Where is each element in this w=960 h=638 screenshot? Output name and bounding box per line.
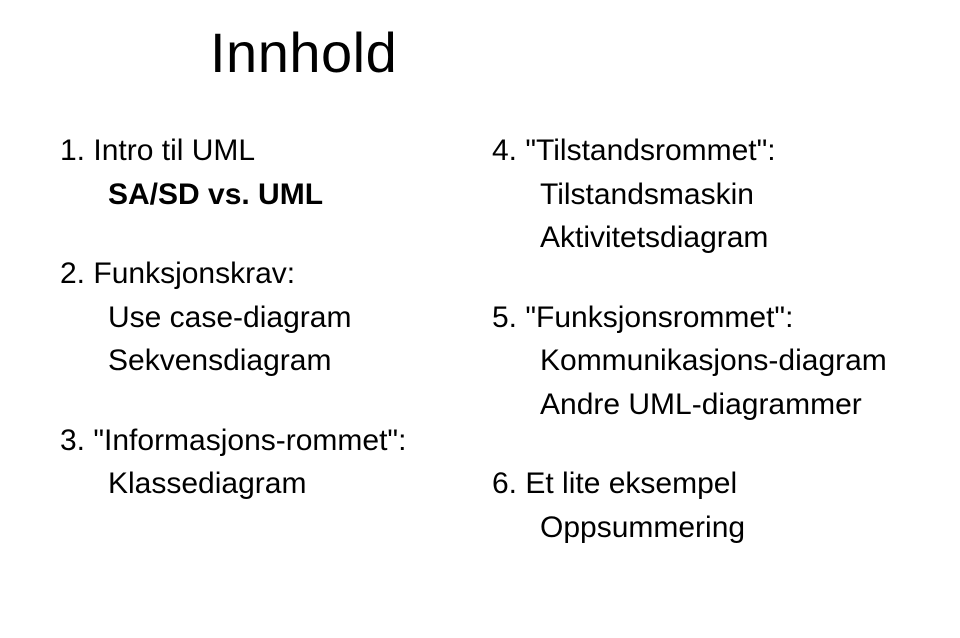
item-head: Intro til UML (93, 134, 255, 167)
item-sub: Tilstandsmaskin (540, 173, 920, 217)
list-item: 3. "Informasjons-rommet": Klassediagram (60, 419, 438, 506)
item-head: Funksjonskrav: (93, 257, 295, 290)
right-column: 4. "Tilstandsrommet": Tilstandsmaskin Ak… (492, 129, 920, 585)
item-head: "Informasjons-rommet": (93, 424, 406, 457)
item-number: 2. (60, 257, 85, 290)
list-item: 2. Funksjonskrav: Use case-diagram Sekve… (60, 252, 438, 383)
item-head: "Funksjonsrommet": (525, 301, 793, 334)
left-column: 1. Intro til UML SA/SD vs. UML 2. Funksj… (60, 129, 438, 585)
item-number: 3. (60, 424, 85, 457)
item-sub: Kommunikasjons-diagram (540, 339, 920, 383)
item-number: 6. (492, 467, 517, 500)
list-item: 5. "Funksjonsrommet": Kommunikasjons-dia… (492, 296, 920, 427)
item-head: Et lite eksempel (525, 467, 737, 500)
item-number: 1. (60, 134, 85, 167)
item-sub: SA/SD vs. UML (108, 173, 438, 217)
list-item: 4. "Tilstandsrommet": Tilstandsmaskin Ak… (492, 129, 920, 260)
item-sub: Andre UML-diagrammer (540, 383, 920, 427)
list-item: 1. Intro til UML SA/SD vs. UML (60, 129, 438, 216)
list-item: 6. Et lite eksempel Oppsummering (492, 462, 920, 549)
item-sub: Klassediagram (108, 462, 438, 506)
item-sub: Aktivitetsdiagram (540, 216, 920, 260)
columns: 1. Intro til UML SA/SD vs. UML 2. Funksj… (60, 129, 900, 585)
page-title: Innhold (210, 20, 900, 85)
item-number: 5. (492, 301, 517, 334)
item-head: "Tilstandsrommet": (525, 134, 775, 167)
item-sub: Sekvensdiagram (108, 339, 438, 383)
item-number: 4. (492, 134, 517, 167)
slide: Innhold 1. Intro til UML SA/SD vs. UML 2… (0, 0, 960, 638)
item-sub: Use case-diagram (108, 296, 438, 340)
item-sub: Oppsummering (540, 506, 920, 550)
